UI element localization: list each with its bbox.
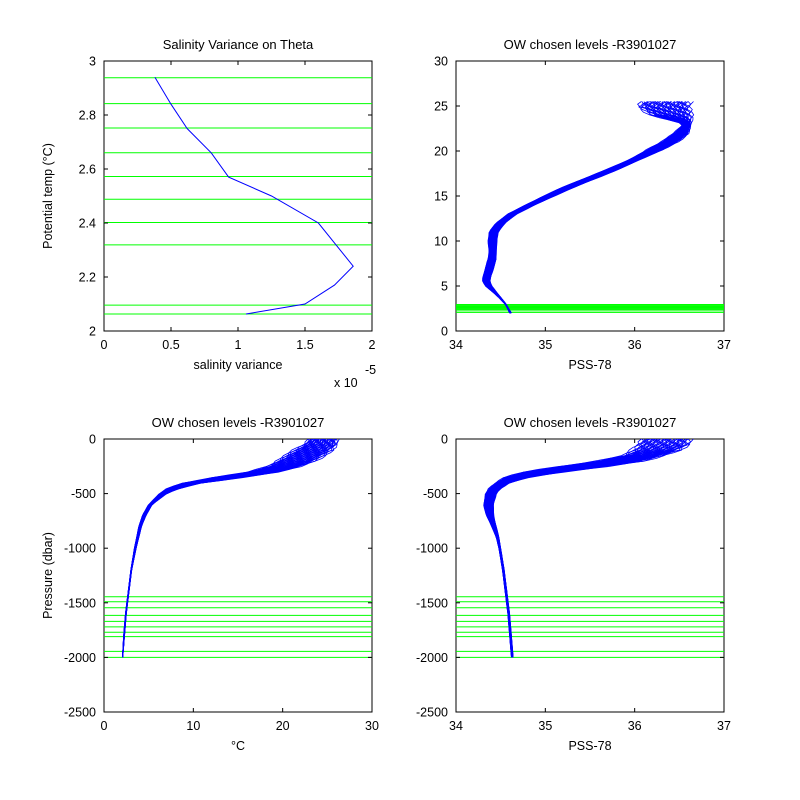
y-tick-label: 5 bbox=[441, 280, 448, 294]
chart-panel-4: 34 35 36 37 -2500 -2000 -1500 -1000 -500 0 OW chos… bbox=[416, 415, 731, 753]
chart-panel-1: 0 0.5 1 1.5 2 2 2.2 2.4 2.6 2.8 3 Salinity Variance… bbox=[41, 37, 376, 390]
chart-title: OW chosen levels -R3901027 bbox=[504, 415, 677, 430]
y-tick-label: 25 bbox=[434, 100, 448, 114]
x-tick-label: 37 bbox=[717, 338, 731, 352]
x-axis-label: salinity variance bbox=[194, 358, 283, 372]
y-tick-label: 2.4 bbox=[79, 217, 96, 231]
y-tick-label: 3 bbox=[89, 55, 96, 69]
profile-line bbox=[489, 101, 694, 314]
y-tick-label: -1500 bbox=[416, 596, 448, 610]
y-tick-label: 0 bbox=[441, 325, 448, 339]
y-tick-label: 2.2 bbox=[79, 271, 96, 285]
x-tick-label: 30 bbox=[365, 719, 379, 733]
y-tick-label: -500 bbox=[71, 487, 96, 501]
x-tick-label: 35 bbox=[538, 719, 552, 733]
chart-title: OW chosen levels -R3901027 bbox=[152, 415, 325, 430]
x-axis-label: PSS-78 bbox=[568, 358, 611, 372]
y-tick-label: -1500 bbox=[64, 596, 96, 610]
x-tick-label: 1 bbox=[235, 338, 242, 352]
data-layer bbox=[456, 439, 724, 658]
y-axis-label: Pressure (dbar) bbox=[41, 532, 55, 619]
x-axis-label: PSS-78 bbox=[568, 739, 611, 753]
y-tick-label: -500 bbox=[423, 487, 448, 501]
plot-area bbox=[103, 60, 373, 332]
y-tick-label: 0 bbox=[89, 433, 96, 447]
x-axis-label: °C bbox=[231, 739, 245, 753]
chart-title: Salinity Variance on Theta bbox=[163, 37, 314, 52]
x-tick-label: 36 bbox=[628, 338, 642, 352]
x-tick-label: 37 bbox=[717, 719, 731, 733]
profile-line bbox=[122, 439, 340, 658]
chart-panel-2: 34 35 36 37 0 5 10 15 20 25 30 OW chosen levels -R3… bbox=[434, 37, 731, 372]
y-tick-label: 20 bbox=[434, 145, 448, 159]
plot-area bbox=[455, 438, 725, 713]
chart-panel-3: 0 10 20 30 -2500 -2000 -1500 -1000 -500 0 OW chose… bbox=[41, 415, 379, 753]
series-line bbox=[154, 76, 354, 315]
y-tick-label: 2.6 bbox=[79, 163, 96, 177]
data-layer bbox=[456, 101, 724, 314]
x-tick-label: 35 bbox=[538, 338, 552, 352]
x-exponent-power: -5 bbox=[365, 363, 376, 377]
x-tick-label: 34 bbox=[449, 719, 463, 733]
profile-line bbox=[492, 439, 694, 658]
y-tick-label: -2500 bbox=[416, 706, 448, 720]
y-axis-label: Potential temp (°C) bbox=[41, 143, 55, 249]
y-tick-label: -1000 bbox=[416, 542, 448, 556]
x-tick-label: 0.5 bbox=[162, 338, 179, 352]
x-tick-label: 0 bbox=[101, 338, 108, 352]
x-tick-label: 20 bbox=[276, 719, 290, 733]
y-tick-label: 10 bbox=[434, 235, 448, 249]
x-tick-label: 1.5 bbox=[296, 338, 313, 352]
y-tick-label: -2000 bbox=[416, 651, 448, 665]
y-tick-label: 2.8 bbox=[79, 109, 96, 123]
y-tick-label: -1000 bbox=[64, 542, 96, 556]
plot-area bbox=[455, 60, 725, 332]
x-tick-label: 36 bbox=[628, 719, 642, 733]
x-tick-label: 10 bbox=[186, 719, 200, 733]
data-layer bbox=[104, 439, 372, 658]
x-tick-label: 2 bbox=[369, 338, 376, 352]
plot-area bbox=[103, 438, 373, 713]
x-tick-label: 0 bbox=[101, 719, 108, 733]
data-layer bbox=[104, 76, 372, 315]
y-tick-label: -2500 bbox=[64, 706, 96, 720]
y-tick-label: -2000 bbox=[64, 651, 96, 665]
y-tick-label: 2 bbox=[89, 325, 96, 339]
y-tick-label: 15 bbox=[434, 190, 448, 204]
x-tick-label: 34 bbox=[449, 338, 463, 352]
x-exponent-label: x 10 bbox=[334, 376, 358, 390]
chart-title: OW chosen levels -R3901027 bbox=[504, 37, 677, 52]
y-tick-label: 0 bbox=[441, 433, 448, 447]
y-tick-label: 30 bbox=[434, 55, 448, 69]
